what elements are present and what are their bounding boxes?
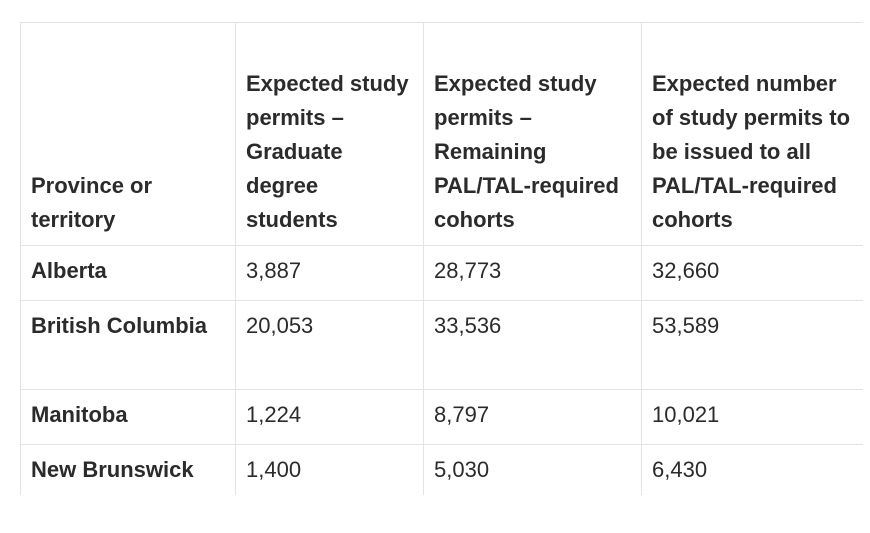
cell-value: 5,030 (423, 444, 642, 495)
table-row: Manitoba 1,224 8,797 10,021 (20, 389, 863, 445)
header-row: Province or territory Expected study per… (20, 22, 863, 246)
cell-value: 1,224 (235, 389, 424, 445)
cell-value: 20,053 (235, 300, 424, 390)
table: Province or territory Expected study per… (20, 22, 863, 495)
table-container: Province or territory Expected study per… (20, 22, 863, 495)
row-label: Manitoba (20, 389, 236, 445)
row-label: New Brunswick (20, 444, 236, 495)
cell-value: 33,536 (423, 300, 642, 390)
header-cell: Province or territory (20, 22, 236, 246)
row-label: Alberta (20, 245, 236, 301)
cell-value: 53,589 (641, 300, 863, 390)
cell-value: 28,773 (423, 245, 642, 301)
cell-value: 3,887 (235, 245, 424, 301)
cell-value: 8,797 (423, 389, 642, 445)
table-body: Alberta 3,887 28,773 32,660 British Columbia… (20, 245, 863, 495)
table-row: New Brunswick 1,400 5,030 6,430 (20, 444, 863, 495)
cell-value: 1,400 (235, 444, 424, 495)
cell-value: 32,660 (641, 245, 863, 301)
table-row: Alberta 3,887 28,773 32,660 (20, 245, 863, 301)
header-cell: Expected study permits – Remaining PAL/T… (423, 22, 642, 246)
header-cell: Expected study permits – Graduate degree… (235, 22, 424, 246)
cell-value: 10,021 (641, 389, 863, 445)
row-label: British Columbia (20, 300, 236, 390)
table-row: British Columbia 20,053 33,536 53,589 (20, 300, 863, 390)
cell-value: 6,430 (641, 444, 863, 495)
header-cell: Expected number of study permits to be i… (641, 22, 863, 246)
